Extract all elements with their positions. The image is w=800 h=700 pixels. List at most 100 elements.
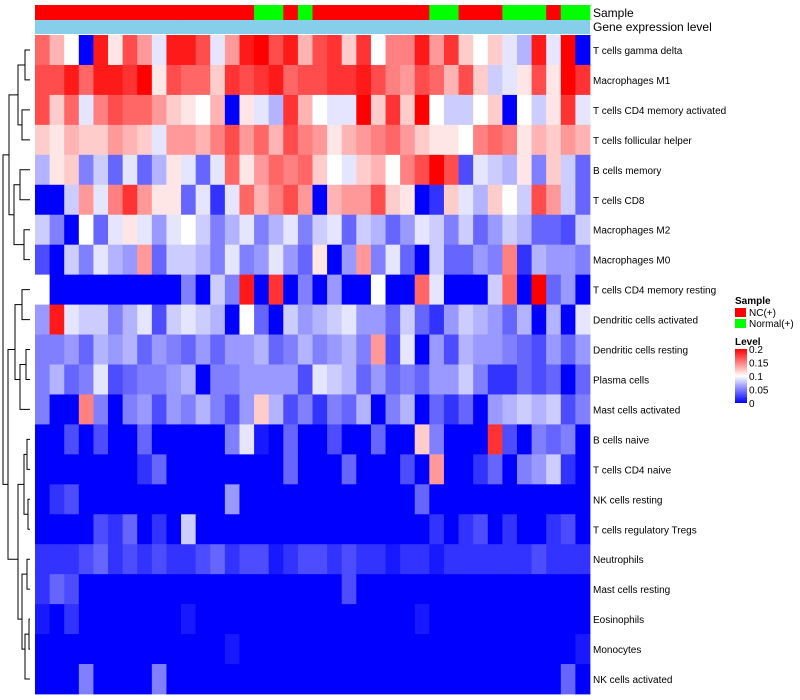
heatmap-cell	[502, 604, 518, 635]
heatmap-cell	[385, 364, 401, 395]
heatmap-cell	[327, 664, 343, 695]
heatmap-cell	[341, 334, 357, 365]
heatmap-cell	[195, 604, 211, 635]
heatmap-cell	[108, 514, 124, 545]
dendrogram-branch	[14, 304, 22, 380]
heatmap-cell	[531, 94, 547, 126]
heatmap-cell	[254, 664, 270, 695]
heatmap-cell	[546, 274, 562, 305]
heatmap-cell	[224, 274, 240, 305]
heatmap-cell	[35, 394, 51, 425]
heatmap-cell	[560, 94, 576, 126]
row-label: Mast cells activated	[593, 405, 680, 416]
heatmap-cell	[560, 274, 576, 305]
heatmap-cell	[370, 424, 386, 455]
heatmap-cell	[414, 274, 430, 305]
heatmap-cell	[224, 94, 240, 126]
heatmap-cell	[78, 94, 94, 126]
heatmap-cell	[575, 154, 591, 186]
legend-swatch	[735, 319, 746, 328]
heatmap-cell	[575, 544, 591, 575]
heatmap-cell	[151, 35, 167, 66]
heatmap-cell	[341, 604, 357, 635]
heatmap-cell	[35, 124, 51, 156]
heatmap-cell	[268, 304, 284, 335]
row-label: Macrophages M2	[593, 226, 671, 237]
sample-annotation-cell	[283, 5, 299, 20]
heatmap-cell	[341, 364, 357, 395]
sample-annotation-cell	[458, 5, 474, 20]
heatmap-cell	[224, 364, 240, 395]
heatmap-cell	[166, 604, 182, 635]
heatmap-cell	[64, 634, 80, 665]
heatmap-cell	[370, 574, 386, 605]
heatmap-cell	[49, 64, 65, 96]
heatmap-cell	[64, 244, 80, 276]
heatmap-cell	[370, 35, 386, 66]
heatmap-cell	[458, 334, 474, 365]
heatmap-cell	[385, 35, 401, 66]
heatmap-cell	[108, 154, 124, 186]
heatmap-cell	[224, 574, 240, 605]
heatmap-cell	[122, 424, 138, 455]
heatmap-cell	[78, 214, 94, 246]
heatmap-cell	[166, 94, 182, 126]
heatmap-cell	[93, 94, 109, 126]
heatmap-cell	[458, 214, 474, 246]
heatmap-cell	[370, 274, 386, 305]
heatmap-cell	[516, 64, 532, 96]
heatmap-cell	[210, 454, 226, 485]
heatmap-cell	[78, 454, 94, 485]
heatmap-cell	[341, 394, 357, 425]
heatmap-cell	[151, 604, 167, 635]
heatmap-cell	[458, 424, 474, 455]
heatmap-cell	[487, 154, 503, 186]
heatmap-cell	[400, 574, 416, 605]
heatmap-cell	[341, 424, 357, 455]
heatmap-cell	[108, 64, 124, 96]
heatmap-cell	[575, 35, 591, 66]
heatmap-cell	[166, 154, 182, 186]
heatmap-cell	[575, 64, 591, 96]
heatmap-cell	[473, 364, 489, 395]
sample-annotation-cell	[560, 5, 576, 20]
sample-annotation-bar	[35, 5, 591, 20]
heatmap-cell	[108, 274, 124, 305]
heatmap-cell	[341, 664, 357, 695]
level-color-bar	[735, 349, 747, 403]
heatmap-cell	[195, 484, 211, 515]
heatmap-cell	[283, 244, 299, 276]
heatmap-cell	[487, 424, 503, 455]
heatmap-cells	[35, 35, 591, 695]
heatmap-cell	[370, 184, 386, 216]
heatmap-cell	[195, 154, 211, 186]
sample-annotation-cell	[502, 5, 518, 20]
heatmap-cell	[297, 634, 313, 665]
heatmap-cell	[137, 94, 153, 126]
sample-annotation-cell	[516, 5, 532, 20]
heatmap-cell	[137, 244, 153, 276]
heatmap-cell	[531, 244, 547, 276]
dendrogram-branch	[17, 483, 24, 620]
heatmap-cell	[327, 454, 343, 485]
sample-annotation-cell	[64, 5, 80, 20]
heatmap-cell	[268, 454, 284, 485]
heatmap-cell	[429, 124, 445, 156]
heatmap-cell	[473, 424, 489, 455]
heatmap-cell	[385, 274, 401, 305]
heatmap-cell	[370, 394, 386, 425]
heatmap-cell	[385, 334, 401, 365]
heatmap-cell	[356, 244, 372, 276]
heatmap-cell	[283, 514, 299, 545]
heatmap-cell	[414, 484, 430, 515]
heatmap-cell	[166, 334, 182, 365]
heatmap-cell	[516, 214, 532, 246]
heatmap-cell	[531, 454, 547, 485]
heatmap-cell	[487, 664, 503, 695]
heatmap-cell	[93, 364, 109, 395]
heatmap-cell	[312, 544, 328, 575]
heatmap-cell	[195, 454, 211, 485]
heatmap-cell	[108, 35, 124, 66]
heatmap-cell	[443, 394, 459, 425]
legend-level-tick: 0.2	[749, 345, 763, 356]
